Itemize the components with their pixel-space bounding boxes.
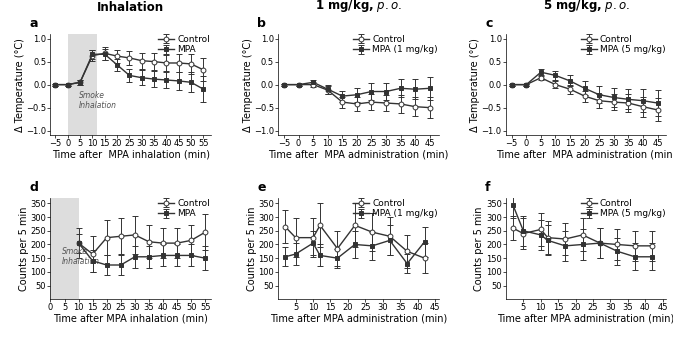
- Text: f: f: [485, 181, 491, 194]
- Legend: Control, MPA (1 mg/kg): Control, MPA (1 mg/kg): [353, 35, 437, 54]
- Legend: Control, MPA (5 mg/kg): Control, MPA (5 mg/kg): [581, 199, 666, 218]
- Text: b: b: [257, 17, 267, 30]
- Text: e: e: [257, 181, 266, 194]
- Text: Smoke
Inhalation: Smoke Inhalation: [79, 91, 117, 110]
- Text: 5 mg/kg, $\it{p.o.}$: 5 mg/kg, $\it{p.o.}$: [542, 0, 630, 14]
- Bar: [68, 34, 98, 135]
- X-axis label: Time after MPA inhalation (min): Time after MPA inhalation (min): [53, 314, 208, 324]
- Legend: Control, MPA: Control, MPA: [158, 35, 210, 54]
- X-axis label: Time after  MPA inhalation (min): Time after MPA inhalation (min): [52, 150, 210, 160]
- Y-axis label: Δ Temperature (°C): Δ Temperature (°C): [15, 38, 25, 132]
- Text: Smoke
Inhalation: Smoke Inhalation: [62, 247, 100, 267]
- Legend: Control, MPA (1 mg/kg): Control, MPA (1 mg/kg): [353, 199, 437, 218]
- Y-axis label: Counts per 5 min: Counts per 5 min: [19, 206, 29, 291]
- X-axis label: Time after MPA administration (min): Time after MPA administration (min): [497, 314, 673, 324]
- Text: Inhalation: Inhalation: [97, 1, 164, 14]
- X-axis label: Time after MPA administration (min): Time after MPA administration (min): [270, 314, 447, 324]
- X-axis label: Time after  MPA administration (min): Time after MPA administration (min): [268, 150, 449, 160]
- Text: a: a: [30, 17, 38, 30]
- X-axis label: Time after  MPA administration (min): Time after MPA administration (min): [496, 150, 673, 160]
- Y-axis label: Δ Temperature (°C): Δ Temperature (°C): [470, 38, 481, 132]
- Text: c: c: [485, 17, 493, 30]
- Legend: Control, MPA: Control, MPA: [158, 199, 210, 218]
- Legend: Control, MPA (5 mg/kg): Control, MPA (5 mg/kg): [581, 35, 666, 54]
- Y-axis label: Δ Temperature (°C): Δ Temperature (°C): [242, 38, 252, 132]
- Text: d: d: [30, 181, 38, 194]
- Y-axis label: Counts per 5 min: Counts per 5 min: [474, 206, 485, 291]
- Text: 1 mg/kg, $\it{p.o.}$: 1 mg/kg, $\it{p.o.}$: [315, 0, 402, 14]
- Y-axis label: Counts per 5 min: Counts per 5 min: [247, 206, 257, 291]
- Bar: [50, 198, 79, 299]
